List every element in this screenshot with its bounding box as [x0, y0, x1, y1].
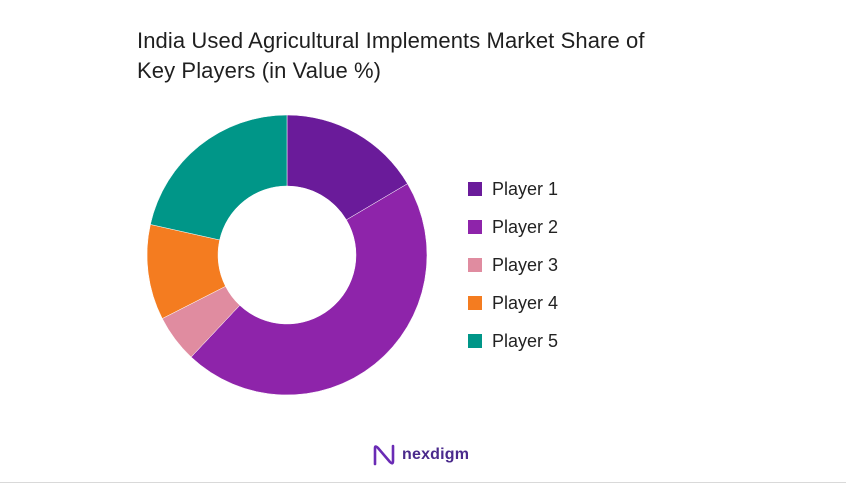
legend-label: Player 1 — [492, 178, 559, 199]
donut-slice-2 — [190, 183, 428, 396]
donut-slices — [146, 114, 428, 396]
legend-swatch — [468, 296, 482, 310]
chart-title-line-2: Key Players (in Value %) — [137, 58, 382, 83]
legend-swatch — [468, 334, 482, 348]
legend-item-player-3: Player 3 — [468, 246, 558, 284]
nexdigm-logo-icon — [373, 444, 395, 466]
bottom-divider — [0, 482, 846, 483]
legend-swatch — [468, 182, 482, 196]
legend-label: Player 5 — [492, 330, 559, 351]
legend-item-player-4: Player 4 — [468, 284, 558, 322]
legend: Player 1 Player 2 Player 3 Player 4 Play… — [468, 170, 558, 360]
legend-item-player-2: Player 2 — [468, 208, 558, 246]
legend-item-player-1: Player 1 — [468, 170, 558, 208]
legend-label: Player 4 — [492, 292, 559, 313]
brand-logo: nexdigm — [372, 444, 469, 466]
legend-label: Player 3 — [492, 254, 559, 275]
legend-swatch — [468, 220, 482, 234]
legend-label: Player 2 — [492, 216, 559, 237]
donut-slice-5 — [150, 114, 288, 241]
chart-title-line-1: India Used Agricultural Implements Marke… — [137, 28, 645, 53]
brand-logo-text: nexdigm — [402, 446, 470, 463]
legend-swatch — [468, 258, 482, 272]
legend-item-player-5: Player 5 — [468, 322, 558, 360]
chart-title: India Used Agricultural Implements Marke… — [137, 26, 737, 86]
